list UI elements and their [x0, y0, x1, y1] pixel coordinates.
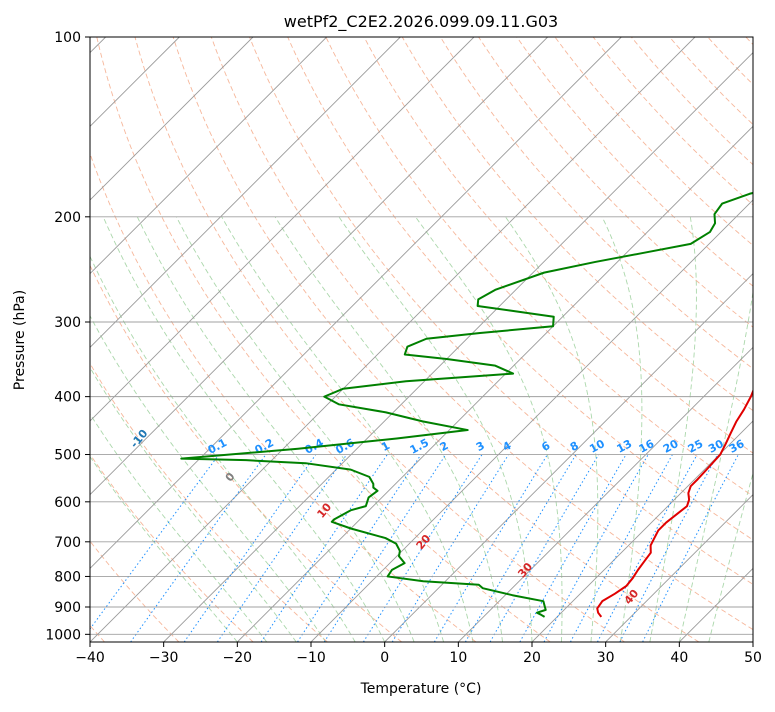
y-tick-label: 100: [54, 30, 81, 46]
dry-adiabat-line: [401, 37, 753, 412]
mixing-ratio-label: 36: [727, 437, 747, 456]
x-tick-label: −40: [75, 650, 105, 666]
mixing-ratio-line: [90, 454, 220, 630]
isotherm-line: [90, 37, 696, 642]
plot-frame: [89, 36, 754, 643]
dry-adiabat-line: [90, 453, 254, 642]
y-tick-label: 800: [54, 569, 81, 585]
dry-adiabat-line: [172, 37, 700, 642]
dry-adiabat-line: [249, 37, 753, 585]
moist-adiabat-line: [90, 255, 356, 642]
dry-adiabat-line: [90, 540, 180, 642]
moist-adiabat-line: [90, 413, 268, 642]
moist-adiabat-line: [601, 216, 643, 642]
isotherm-line: [605, 494, 753, 642]
x-tick-label: −10: [296, 650, 326, 666]
mixing-ratio-line: [433, 454, 548, 642]
mixing-ratio-label: 13: [615, 437, 635, 456]
moist-adiabat-line: [678, 289, 753, 642]
y-axis-label: Pressure (hPa): [12, 290, 28, 390]
mixing-ratio-line: [596, 454, 698, 642]
mixing-ratio-line: [260, 454, 388, 642]
dry-adiabat-line: [90, 152, 477, 642]
y-tick-label: 500: [54, 448, 81, 464]
x-tick-label: 20: [523, 650, 541, 666]
moist-adiabat-line: [505, 216, 599, 642]
dry-adiabat-line: [440, 37, 753, 370]
moist-adiabat-line: [274, 216, 503, 642]
mixing-ratio-line: [569, 454, 673, 642]
chart-title: wetPf2_C2E2.2026.099.09.11.G03: [284, 12, 558, 32]
isotherm-line: [90, 37, 548, 496]
mixing-ratio-line: [464, 454, 577, 642]
dry-adiabat-line: [325, 37, 753, 497]
mixing-ratio-line: [519, 454, 627, 642]
moist-adiabat-line: [90, 314, 327, 642]
background-lines: [90, 37, 753, 642]
moist-adiabat-line: [136, 216, 415, 642]
y-tick-label: 700: [54, 535, 81, 551]
dry-adiabat-line: [134, 37, 625, 642]
moist-adiabat-line: [338, 216, 533, 642]
x-tick-label: 0: [380, 650, 389, 666]
isotherm-line: [90, 37, 401, 348]
x-tick-label: 40: [670, 650, 688, 666]
y-tick-label: 900: [54, 600, 81, 616]
dry-adiabat-line: [210, 37, 753, 631]
line-labels: 0.10.20.40.611.52346810131620253036-100-…: [128, 427, 747, 607]
x-tick-label: 10: [449, 650, 467, 666]
dry-adiabat-line: [90, 362, 328, 642]
x-tick-label: 30: [597, 650, 615, 666]
moist-adiabat-line: [175, 216, 445, 642]
dry-adiabat-line: [96, 37, 551, 642]
moist-adiabat-line: [708, 471, 753, 642]
x-axis-label: Temperature (°C): [360, 681, 482, 697]
mixing-ratio-line: [297, 454, 422, 642]
moist-adiabat-line: [649, 216, 697, 642]
dewpoint-profile-line: [180, 191, 753, 618]
mixing-ratio-line: [489, 454, 600, 642]
mixing-ratio-line: [183, 454, 317, 642]
isotherm-line: [90, 37, 475, 422]
mixing-ratio-label: 20: [661, 437, 681, 456]
y-axis: 1000 900 800 700 600 500 400 300 200 100: [45, 30, 90, 643]
moist-adiabat-line: [415, 216, 563, 642]
x-tick-label: −30: [149, 650, 179, 666]
isotherm-line: [237, 125, 753, 642]
mixing-ratio-label: 16: [637, 437, 657, 456]
y-tick-label: 400: [54, 390, 81, 406]
y-tick-label: 1000: [45, 627, 81, 643]
temperature-profile-line: [596, 388, 753, 618]
isotherm-line: [90, 37, 622, 569]
dry-adiabat-line: [287, 37, 753, 541]
x-axis: −40 −30 −20 −10 0 10 20 30 40 50: [75, 642, 762, 666]
mixing-ratio-line: [130, 454, 267, 642]
isotherm-line: [163, 52, 753, 642]
isotherm-line: [90, 37, 327, 275]
mixing-ratio-line: [216, 454, 348, 642]
isotherm-line: [531, 420, 753, 642]
mixing-ratio-label: 25: [686, 437, 706, 456]
mixing-ratio-line: [323, 454, 447, 642]
y-tick-label: 600: [54, 495, 81, 511]
isotherm-line: [384, 273, 753, 642]
dry-adiabat-line: [516, 37, 753, 287]
dry-adiabat-line: [90, 264, 402, 642]
sounding-profiles: [180, 191, 753, 618]
x-tick-label: 50: [744, 650, 762, 666]
isotherm-line: [458, 346, 753, 642]
isotherm-line: [90, 37, 254, 201]
moist-adiabat-line: [90, 366, 297, 642]
moist-adiabat-line: [102, 216, 386, 642]
mixing-ratio-label: 10: [587, 437, 607, 456]
y-tick-label: 200: [54, 210, 81, 226]
x-tick-label: −20: [223, 650, 253, 666]
moist-adiabat-line: [90, 455, 238, 642]
dry-adiabat-line: [363, 37, 753, 454]
y-tick-label: 300: [54, 315, 81, 331]
isotherm-line: [310, 199, 753, 642]
